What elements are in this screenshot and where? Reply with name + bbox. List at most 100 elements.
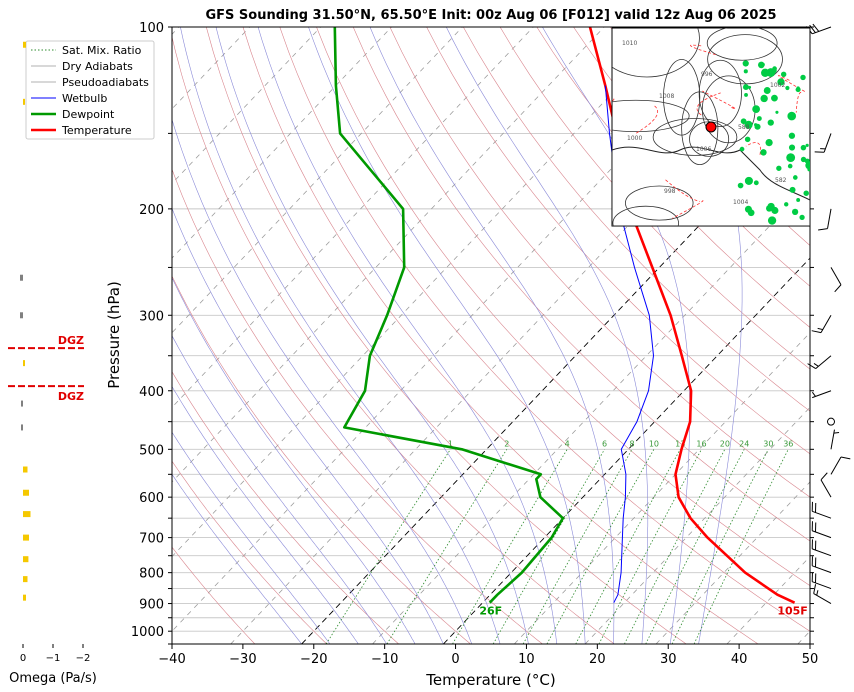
pseudoadiabat: [542, 27, 691, 644]
pseudoadiabat: [172, 276, 416, 644]
x-tick-label: −20: [300, 652, 327, 667]
map-precip: [761, 62, 765, 67]
mixing-ratio-label: 36: [783, 439, 793, 448]
y-tick-label: 900: [139, 598, 164, 613]
mixing-ratio-label: 16: [696, 439, 706, 448]
x-tick-label: −30: [229, 652, 256, 667]
wind-barb: [811, 390, 832, 399]
x-tick-label: 10: [518, 652, 535, 667]
mixing-ratio-label: 30: [763, 439, 773, 448]
wind-barb: [807, 355, 832, 370]
isotherm: [655, 481, 810, 644]
map-precip: [807, 167, 810, 172]
map-contour: [706, 28, 778, 61]
map-precip: [792, 175, 798, 180]
map-precip: [744, 120, 753, 129]
x-tick-label: 30: [660, 652, 677, 667]
dry-adiabat: [389, 27, 810, 498]
dry-adiabat: [316, 27, 810, 587]
dry-adiabat: [279, 27, 810, 632]
legend-label: Dewpoint: [62, 108, 115, 121]
map-precip: [803, 190, 809, 196]
pseudoadiabat: [257, 27, 558, 644]
mixing-ratio-line: [624, 449, 726, 644]
y-tick-label: 300: [139, 309, 164, 324]
wind-barb: [814, 133, 832, 153]
omega-tick-label: 0: [20, 653, 26, 664]
map-precip: [777, 78, 785, 86]
mixing-ratio-line: [492, 449, 605, 644]
map-contour-label: 582: [775, 177, 787, 184]
mixing-ratio-line: [386, 449, 508, 644]
wind-barb: [830, 429, 840, 450]
map-thickness-line: [690, 44, 716, 56]
map-precip: [791, 208, 799, 215]
map-contour: [698, 59, 742, 128]
map-contour-label: 1002: [770, 82, 785, 89]
map-precip: [796, 198, 801, 202]
legend-label: Wetbulb: [62, 92, 107, 105]
map-coastline: [612, 146, 810, 226]
map-contour: [612, 99, 690, 133]
isotherm: [172, 27, 747, 632]
map-contour-label: 1004: [733, 199, 748, 206]
surface-dewpoint-label: 26F: [479, 605, 502, 618]
dry-adiabat: [206, 27, 687, 644]
dry-adiabat: [426, 27, 810, 455]
wind-barbs: [805, 23, 851, 604]
pseudoadiabat: [172, 118, 472, 644]
map-contour-label: 996: [701, 71, 713, 78]
dgz-top-label: DGZ: [58, 334, 84, 347]
pseudoadiabat: [308, 27, 586, 644]
pseudoadiabat: [172, 385, 359, 644]
pseudoadiabat: [369, 27, 615, 644]
omega-bar: [20, 312, 23, 319]
inset-map: 1010 1008 1006 1004 1002 1000 998 996 588 582: [611, 27, 811, 227]
map-precip: [740, 118, 747, 125]
mixing-ratio-label: 4: [565, 439, 570, 448]
pseudoadiabat: [172, 473, 302, 644]
map-precip: [754, 123, 758, 127]
pseudoadiabat: [446, 27, 649, 644]
wind-barb: [811, 521, 832, 539]
wind-barb: [811, 501, 832, 519]
map-precip: [776, 165, 782, 171]
dry-adiabat: [463, 27, 810, 412]
map-contour: [612, 205, 679, 226]
omega-bar: [21, 424, 23, 431]
map-precip: [744, 176, 753, 185]
map-precip: [760, 94, 768, 103]
mixing-ratio-label: 10: [649, 439, 659, 448]
pseudoadiabat: [172, 431, 331, 644]
map-precip: [739, 146, 745, 152]
map-precip: [767, 119, 774, 126]
wind-barb: [811, 556, 832, 574]
map-precip: [800, 144, 807, 151]
map-precip: [805, 143, 809, 148]
x-tick-label: −40: [158, 652, 185, 667]
map-precip: [766, 68, 776, 77]
y-tick-label: 600: [139, 491, 164, 506]
omega-bar: [21, 400, 23, 407]
y-tick-label: 700: [139, 532, 164, 547]
x-axis-label: Temperature (°C): [425, 671, 555, 689]
map-precip: [747, 209, 755, 217]
map-precip: [800, 74, 806, 81]
omega-panel: DGZ DGZ 0 −1 −2 Omega (Pa/s): [8, 41, 97, 686]
mixing-ratio-line: [693, 449, 789, 644]
dry-adiabat: [536, 27, 810, 328]
map-precip: [771, 94, 778, 102]
map-contour-label: 998: [664, 188, 676, 195]
dry-adiabat: [499, 27, 810, 370]
pseudoadiabat: [180, 27, 501, 644]
map-precip: [767, 216, 777, 225]
map-thickness-line: [672, 200, 704, 219]
isotherm: [443, 257, 810, 644]
map-precip: [752, 105, 760, 114]
map-precip: [804, 158, 810, 164]
map-thickness-line: [612, 98, 615, 103]
y-tick-label: 500: [139, 443, 164, 458]
wind-barb: [811, 572, 832, 590]
map-precip: [786, 153, 796, 163]
map-precip: [765, 205, 773, 212]
